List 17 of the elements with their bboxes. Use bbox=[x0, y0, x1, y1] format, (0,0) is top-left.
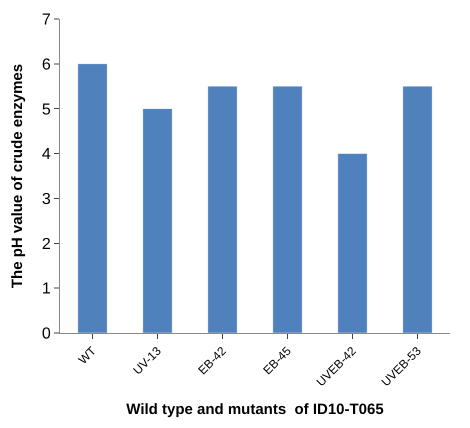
bar bbox=[78, 64, 108, 333]
bar bbox=[402, 86, 432, 333]
bar bbox=[208, 86, 238, 333]
x-tick-label: WT bbox=[76, 343, 100, 367]
y-axis-title: The pH value of crude enzymes bbox=[9, 64, 26, 288]
bar bbox=[142, 108, 172, 333]
bar bbox=[272, 86, 302, 333]
y-tick-label: 1 bbox=[42, 280, 51, 298]
bar bbox=[338, 153, 368, 333]
y-tick-label: 3 bbox=[42, 191, 51, 208]
x-axis-title: Wild type and mutants of ID10-T065 bbox=[126, 401, 384, 418]
y-tick-label: 2 bbox=[42, 236, 51, 253]
y-tick-label: 7 bbox=[42, 12, 51, 29]
y-tick-label: 0 bbox=[42, 326, 51, 343]
y-tick-label: 5 bbox=[42, 101, 51, 118]
y-tick-label: 6 bbox=[42, 56, 51, 74]
y-tick-label: 4 bbox=[42, 146, 51, 164]
